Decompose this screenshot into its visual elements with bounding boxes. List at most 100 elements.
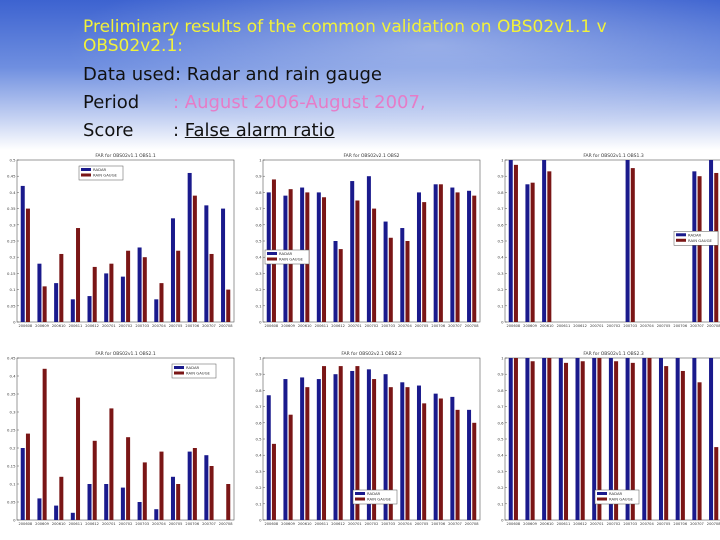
bar-raingauge bbox=[697, 382, 702, 520]
bar-raingauge bbox=[580, 361, 585, 520]
y-tick-label: 0.4 bbox=[255, 453, 262, 458]
bar-radar bbox=[416, 385, 421, 520]
x-tick-label: 200704 bbox=[398, 324, 412, 328]
bar-radar bbox=[450, 187, 455, 322]
bar-radar bbox=[558, 358, 563, 520]
x-tick-label: 200704 bbox=[152, 522, 166, 526]
bar-radar bbox=[87, 484, 92, 520]
bar-radar bbox=[366, 176, 371, 322]
chart-title: FAR for OBS02v2.1 OBS2 bbox=[343, 153, 399, 159]
bar-raingauge bbox=[192, 195, 197, 322]
bar-raingauge bbox=[664, 366, 669, 520]
y-tick-label: 0.35 bbox=[7, 206, 16, 211]
bar-radar bbox=[542, 358, 547, 520]
y-tick-label: 1 bbox=[501, 356, 504, 361]
bar-radar bbox=[221, 208, 226, 322]
bar-raingauge bbox=[630, 362, 635, 520]
x-tick-label: 200612 bbox=[85, 324, 99, 328]
x-tick-label: 200608 bbox=[264, 522, 278, 526]
legend-label: RAIN GAUGE bbox=[367, 497, 392, 502]
x-tick-label: 200703 bbox=[381, 522, 395, 526]
chart-4: FAR for OBS02v1.1 OBS2.1 0 0.05 0.1 0.15 0.2 0… bbox=[2, 348, 242, 533]
bar-radar bbox=[300, 377, 305, 520]
score-value: False alarm ratio bbox=[184, 120, 335, 141]
bar-radar bbox=[170, 476, 175, 520]
chart-title: FAR for OBS02v1.1 OBS1.3 bbox=[583, 153, 644, 159]
bar-radar bbox=[642, 358, 647, 520]
y-tick-label: 0.3 bbox=[255, 469, 262, 474]
x-tick-label: 200706 bbox=[431, 522, 445, 526]
bar-radar bbox=[70, 299, 75, 322]
y-tick-label: 0.1 bbox=[497, 303, 504, 308]
plot-frame bbox=[16, 357, 235, 521]
x-tick-label: 200704 bbox=[640, 522, 654, 526]
bar-raingauge bbox=[305, 387, 310, 520]
y-tick-label: 0.3 bbox=[255, 271, 262, 276]
score-label: Score bbox=[83, 120, 134, 141]
x-tick-label: 200609 bbox=[35, 522, 49, 526]
chart-3: FAR for OBS02v1.1 OBS1.3 0 0.1 0.2 0.3 0.4 0.5… bbox=[490, 150, 720, 335]
y-tick-label: 0.2 bbox=[255, 485, 262, 490]
bar-raingauge bbox=[226, 289, 231, 322]
x-tick-label: 200701 bbox=[102, 522, 116, 526]
x-tick-label: 200705 bbox=[415, 522, 429, 526]
x-tick-label: 200610 bbox=[540, 324, 554, 328]
y-tick-label: 0.8 bbox=[255, 190, 262, 195]
bar-radar bbox=[187, 451, 192, 520]
x-tick-label: 200702 bbox=[607, 522, 621, 526]
bar-raingauge bbox=[372, 379, 377, 520]
data-used-text: Data used: Radar and rain gauge bbox=[83, 64, 383, 85]
bar-radar bbox=[625, 358, 630, 520]
x-tick-label: 200705 bbox=[169, 324, 183, 328]
bar-raingauge bbox=[714, 447, 719, 520]
x-tick-label: 200610 bbox=[52, 324, 66, 328]
bar-radar bbox=[709, 358, 714, 520]
bar-radar bbox=[433, 184, 438, 322]
legend-swatch bbox=[676, 238, 686, 242]
x-tick-label: 200612 bbox=[331, 522, 345, 526]
x-tick-label: 200611 bbox=[557, 522, 571, 526]
y-tick-label: 0.25 bbox=[7, 428, 16, 433]
y-tick-label: 0.35 bbox=[7, 392, 16, 397]
y-tick-label: 0.05 bbox=[7, 303, 16, 308]
legend-label: RADAR bbox=[279, 251, 293, 256]
x-tick-label: 200705 bbox=[169, 522, 183, 526]
bar-raingauge bbox=[547, 358, 552, 520]
legend-swatch bbox=[81, 173, 91, 177]
x-tick-label: 200706 bbox=[185, 522, 199, 526]
chart-title: FAR for OBS02v1.1 OBS1.1 bbox=[95, 153, 156, 159]
bar-radar bbox=[316, 379, 321, 520]
bar-raingauge bbox=[614, 361, 619, 520]
slide-header bbox=[0, 0, 720, 150]
bar-radar bbox=[54, 505, 59, 520]
y-tick-label: 0.7 bbox=[255, 206, 262, 211]
bar-radar bbox=[333, 374, 338, 520]
bar-raingauge bbox=[271, 443, 276, 520]
y-tick-label: 0.9 bbox=[497, 174, 504, 179]
bar-radar bbox=[400, 382, 405, 520]
y-tick-label: 0.05 bbox=[7, 500, 16, 505]
bar-radar bbox=[416, 192, 421, 322]
bar-raingauge bbox=[76, 228, 81, 322]
bar-raingauge bbox=[209, 466, 214, 520]
x-tick-label: 200706 bbox=[431, 324, 445, 328]
bar-raingauge bbox=[76, 397, 81, 520]
bar-radar bbox=[366, 369, 371, 520]
bar-raingauge bbox=[405, 387, 410, 520]
chart-2-svg: FAR for OBS02v2.1 OBS2 0 0.1 0.2 0.3 0.4 0.5 0.… bbox=[248, 150, 488, 335]
chart-title: FAR for OBS02v2.1 OBS2.2 bbox=[341, 351, 402, 357]
y-tick-label: 0.4 bbox=[9, 374, 16, 379]
bar-raingauge bbox=[388, 237, 393, 322]
legend-label: RAIN GAUGE bbox=[186, 371, 211, 376]
x-tick-label: 200609 bbox=[523, 324, 537, 328]
bar-raingauge bbox=[697, 176, 702, 322]
bar-radar bbox=[187, 172, 192, 322]
x-tick-label: 200609 bbox=[281, 522, 295, 526]
bar-radar bbox=[20, 448, 25, 520]
bar-raingauge bbox=[109, 408, 114, 520]
bar-raingauge bbox=[226, 484, 231, 520]
bar-radar bbox=[467, 409, 472, 520]
bar-radar bbox=[20, 185, 25, 322]
bar-radar bbox=[154, 509, 159, 520]
y-tick-label: 0.4 bbox=[9, 190, 16, 195]
